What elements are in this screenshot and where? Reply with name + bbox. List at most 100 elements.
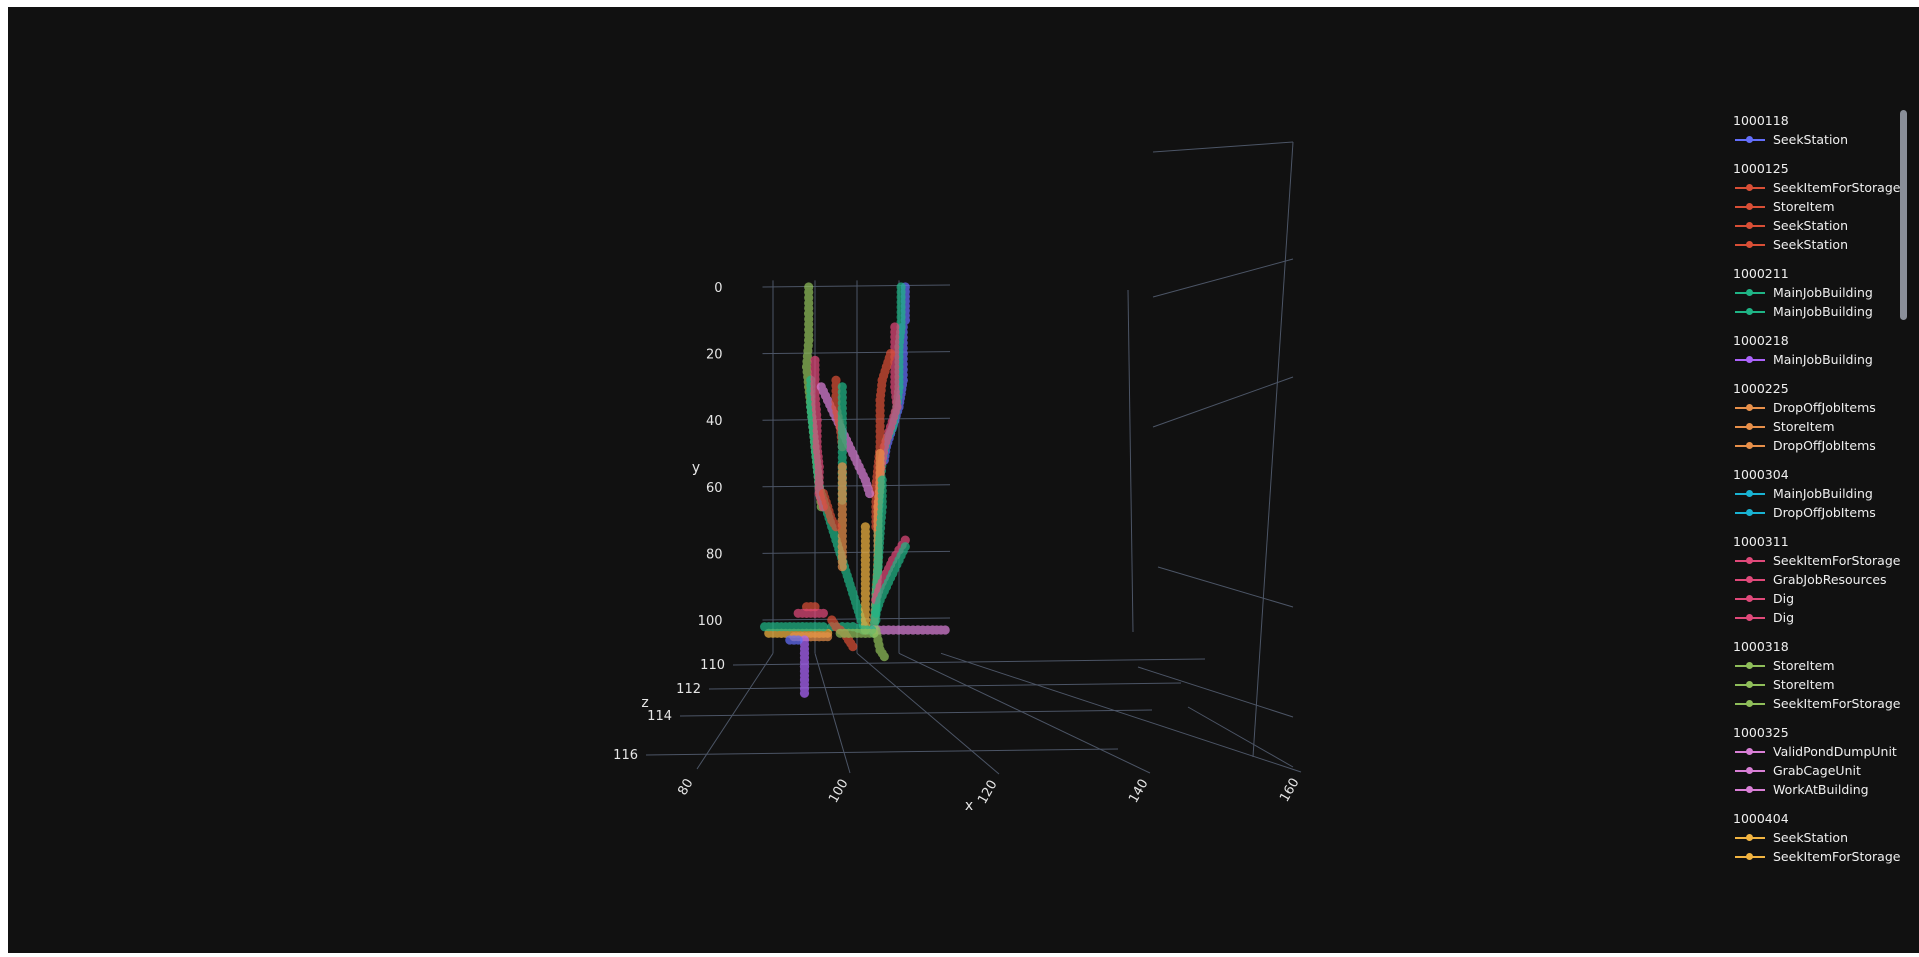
legend-item-label: SeekStation bbox=[1773, 132, 1848, 147]
legend-item[interactable]: SeekItemForStorage bbox=[1733, 178, 1905, 197]
legend-item[interactable]: StoreItem bbox=[1733, 656, 1905, 675]
legend-item-label: DropOffJobItems bbox=[1773, 505, 1876, 520]
y-gridline bbox=[762, 351, 951, 355]
legend-swatch-icon bbox=[1733, 608, 1767, 627]
legend-group: 1000225 DropOffJobItems StoreItem DropOffJo… bbox=[1733, 379, 1905, 455]
trajectory-point bbox=[818, 608, 829, 618]
legend-swatch-icon bbox=[1733, 417, 1767, 436]
trajectory-point bbox=[871, 608, 881, 618]
legend-swatch-icon bbox=[1733, 589, 1767, 608]
legend-group: 1000211 MainJobBuilding MainJobBuilding bbox=[1733, 264, 1905, 321]
legend-item[interactable]: SeekStation bbox=[1733, 235, 1905, 254]
floor-gridline bbox=[940, 652, 1302, 773]
legend-group-title[interactable]: 1000218 bbox=[1733, 333, 1789, 348]
legend-group: 1000318 StoreItem StoreItem SeekItemForStor… bbox=[1733, 637, 1905, 713]
legend: 1000118 SeekStation 1000125 SeekItemForStor… bbox=[1733, 111, 1905, 871]
legend-item[interactable]: SeekItemForStorage bbox=[1733, 847, 1905, 866]
legend-swatch-icon bbox=[1733, 742, 1767, 761]
trajectory-point bbox=[848, 642, 858, 652]
legend-group-title[interactable]: 1000318 bbox=[1733, 639, 1789, 654]
trajectory bbox=[835, 628, 879, 638]
legend-item-label: WorkAtBuilding bbox=[1773, 782, 1869, 797]
legend-swatch-icon bbox=[1733, 484, 1767, 503]
legend-item[interactable]: StoreItem bbox=[1733, 197, 1905, 216]
y-tick-label: 20 bbox=[706, 348, 723, 363]
legend-item[interactable]: DropOffJobItems bbox=[1733, 436, 1905, 455]
legend-scroll-thumb[interactable] bbox=[1900, 110, 1907, 320]
legend-group: 1000118 SeekStation bbox=[1733, 111, 1905, 149]
legend-item-label: StoreItem bbox=[1773, 199, 1835, 214]
legend-item-label: Dig bbox=[1773, 610, 1795, 625]
legend-swatch-icon bbox=[1733, 570, 1767, 589]
legend-group-title[interactable]: 1000311 bbox=[1733, 534, 1789, 549]
y-tick-label: 60 bbox=[706, 481, 723, 496]
legend-item[interactable]: SeekItemForStorage bbox=[1733, 551, 1905, 570]
trajectory bbox=[818, 488, 841, 532]
legend-group: 1000125 SeekItemForStorage StoreItem SeekSt… bbox=[1733, 159, 1905, 254]
axis-ticks: 0 20 40 60 80 100 80 100 120 140 160 110 112 114 116 bbox=[613, 281, 1302, 807]
trajectory-point bbox=[940, 625, 950, 635]
legend-item[interactable]: MainJobBuilding bbox=[1733, 350, 1905, 369]
grid-lines bbox=[645, 141, 1302, 775]
legend-item-label: SeekStation bbox=[1773, 218, 1848, 233]
legend-item[interactable]: SeekItemForStorage bbox=[1733, 694, 1905, 713]
legend-group-title[interactable]: 1000225 bbox=[1733, 381, 1789, 396]
legend-item[interactable]: Dig bbox=[1733, 608, 1905, 627]
legend-item[interactable]: ValidPondDumpUnit bbox=[1733, 742, 1905, 761]
trajectory bbox=[869, 625, 950, 635]
legend-item-label: MainJobBuilding bbox=[1773, 285, 1873, 300]
legend-group: 1000325 ValidPondDumpUnit GrabCageUnit Work… bbox=[1733, 723, 1905, 799]
z-gridline bbox=[708, 682, 1182, 690]
legend-item-label: MainJobBuilding bbox=[1773, 352, 1873, 367]
legend-group-title[interactable]: 1000125 bbox=[1733, 161, 1789, 176]
side-edge bbox=[1127, 289, 1134, 633]
legend-item-label: DropOffJobItems bbox=[1773, 438, 1876, 453]
side-gridline bbox=[1152, 258, 1294, 298]
legend-item[interactable]: StoreItem bbox=[1733, 417, 1905, 436]
z-tick-label: 114 bbox=[647, 709, 672, 724]
legend-group-title[interactable]: 1000404 bbox=[1733, 811, 1789, 826]
legend-group-title[interactable]: 1000211 bbox=[1733, 266, 1789, 281]
trajectory bbox=[871, 535, 910, 605]
legend-item[interactable]: MainJobBuilding bbox=[1733, 283, 1905, 302]
trajectory-point bbox=[823, 632, 833, 642]
legend-item-label: StoreItem bbox=[1773, 658, 1835, 673]
legend-swatch-icon bbox=[1733, 302, 1767, 321]
legend-item[interactable]: GrabCageUnit bbox=[1733, 761, 1905, 780]
legend-group: 1000311 SeekItemForStorage GrabJobResource… bbox=[1733, 532, 1905, 627]
legend-group-title[interactable]: 1000325 bbox=[1733, 725, 1789, 740]
legend-group-title[interactable]: 1000118 bbox=[1733, 113, 1789, 128]
legend-item-label: SeekItemForStorage bbox=[1773, 696, 1901, 711]
side-gridline bbox=[1187, 706, 1294, 768]
legend-item[interactable]: DropOffJobItems bbox=[1733, 398, 1905, 417]
trajectory bbox=[802, 602, 820, 612]
legend-item[interactable]: WorkAtBuilding bbox=[1733, 780, 1905, 799]
legend-item[interactable]: MainJobBuilding bbox=[1733, 484, 1905, 503]
scatter3d-plot[interactable]: 0 20 40 60 80 100 80 100 120 140 160 110 112 114 116 x… bbox=[8, 7, 1919, 953]
legend-swatch-icon bbox=[1733, 235, 1767, 254]
legend-item[interactable]: SeekStation bbox=[1733, 216, 1905, 235]
trajectory-point bbox=[837, 562, 847, 572]
legend-item-label: SeekStation bbox=[1773, 830, 1848, 845]
legend-item-label: Dig bbox=[1773, 591, 1795, 606]
plot-area: 0 20 40 60 80 100 80 100 120 140 160 110 112 114 116 x… bbox=[8, 7, 1919, 953]
z-tick-label: 110 bbox=[700, 658, 725, 673]
legend-item[interactable]: DropOffJobItems bbox=[1733, 503, 1905, 522]
legend-item[interactable]: Dig bbox=[1733, 589, 1905, 608]
legend-item-label: MainJobBuilding bbox=[1773, 486, 1873, 501]
legend-item[interactable]: MainJobBuilding bbox=[1733, 302, 1905, 321]
legend-group-title[interactable]: 1000304 bbox=[1733, 467, 1789, 482]
legend-scrollbar[interactable] bbox=[1900, 110, 1907, 870]
z-gridline bbox=[679, 709, 1153, 717]
legend-swatch-icon bbox=[1733, 675, 1767, 694]
y-gridline bbox=[762, 417, 951, 421]
legend-item[interactable]: GrabJobResources bbox=[1733, 570, 1905, 589]
legend-swatch-icon bbox=[1733, 436, 1767, 455]
legend-item[interactable]: SeekStation bbox=[1733, 130, 1905, 149]
legend-item[interactable]: SeekStation bbox=[1733, 828, 1905, 847]
trajectory bbox=[760, 622, 829, 632]
legend-swatch-icon bbox=[1733, 398, 1767, 417]
legend-group: 1000304 MainJobBuilding DropOffJobItems bbox=[1733, 465, 1905, 522]
legend-item[interactable]: StoreItem bbox=[1733, 675, 1905, 694]
legend-item-label: MainJobBuilding bbox=[1773, 304, 1873, 319]
